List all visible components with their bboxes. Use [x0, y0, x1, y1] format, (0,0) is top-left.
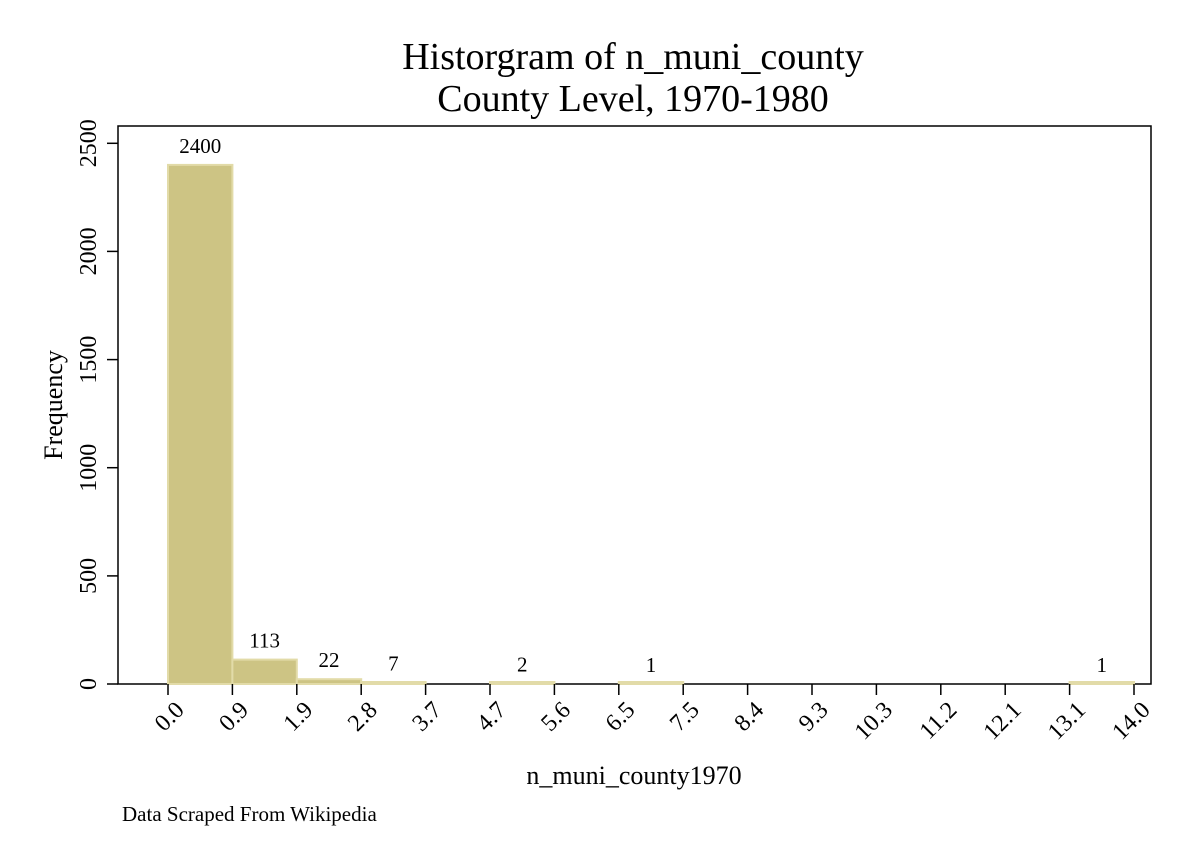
x-tick-label: 2.8 — [343, 697, 383, 737]
chart-subtitle: County Level, 1970-1980 — [437, 78, 829, 120]
y-tick-label: 2000 — [76, 227, 102, 275]
x-axis-title: n_muni_county1970 — [526, 761, 741, 790]
x-tick-label: 13.1 — [1043, 697, 1091, 745]
x-tick-label: 4.7 — [472, 697, 512, 737]
y-tick-label: 1000 — [76, 444, 102, 492]
histogram-bar — [360, 681, 427, 685]
x-tick-label: 12.1 — [979, 697, 1027, 745]
bar-value-label: 1 — [1097, 653, 1108, 677]
y-tick-label: 0 — [76, 678, 102, 690]
bar-value-label: 22 — [319, 648, 340, 672]
x-tick-label: 1.9 — [279, 697, 319, 737]
histogram-bar — [231, 658, 298, 685]
y-axis-title: Frequency — [39, 350, 68, 460]
x-tick-label: 0.0 — [150, 697, 190, 737]
chart-title: Historgram of n_muni_county — [402, 36, 864, 78]
histogram-bar — [617, 681, 685, 685]
histogram-bar — [167, 163, 234, 685]
x-tick-label: 0.9 — [214, 697, 254, 737]
x-tick-label: 11.2 — [915, 697, 962, 744]
y-tick-label: 1500 — [76, 336, 102, 384]
plot-frame — [117, 125, 1152, 685]
x-tick-label: 3.7 — [408, 697, 448, 737]
x-tick-label: 8.4 — [730, 697, 770, 737]
bar-value-label: 1 — [646, 653, 657, 677]
bar-value-label: 7 — [388, 652, 399, 676]
x-tick-label: 6.5 — [601, 697, 641, 737]
bar-value-label: 2400 — [179, 134, 221, 158]
x-tick-label: 10.3 — [850, 697, 898, 745]
histogram-bar — [489, 681, 556, 685]
x-tick-label: 7.5 — [665, 697, 705, 737]
histogram-bar — [1068, 681, 1135, 685]
bar-value-label: 113 — [249, 629, 280, 653]
y-tick-label: 500 — [76, 558, 102, 594]
source-note: Data Scraped From Wikipedia — [122, 802, 377, 826]
y-tick-label: 2500 — [76, 119, 102, 167]
x-tick-label: 5.6 — [536, 697, 576, 737]
x-tick-label: 14.0 — [1107, 697, 1155, 745]
histogram-bar — [295, 678, 363, 686]
x-tick-label: 9.3 — [794, 697, 834, 737]
bar-value-label: 2 — [517, 653, 528, 677]
